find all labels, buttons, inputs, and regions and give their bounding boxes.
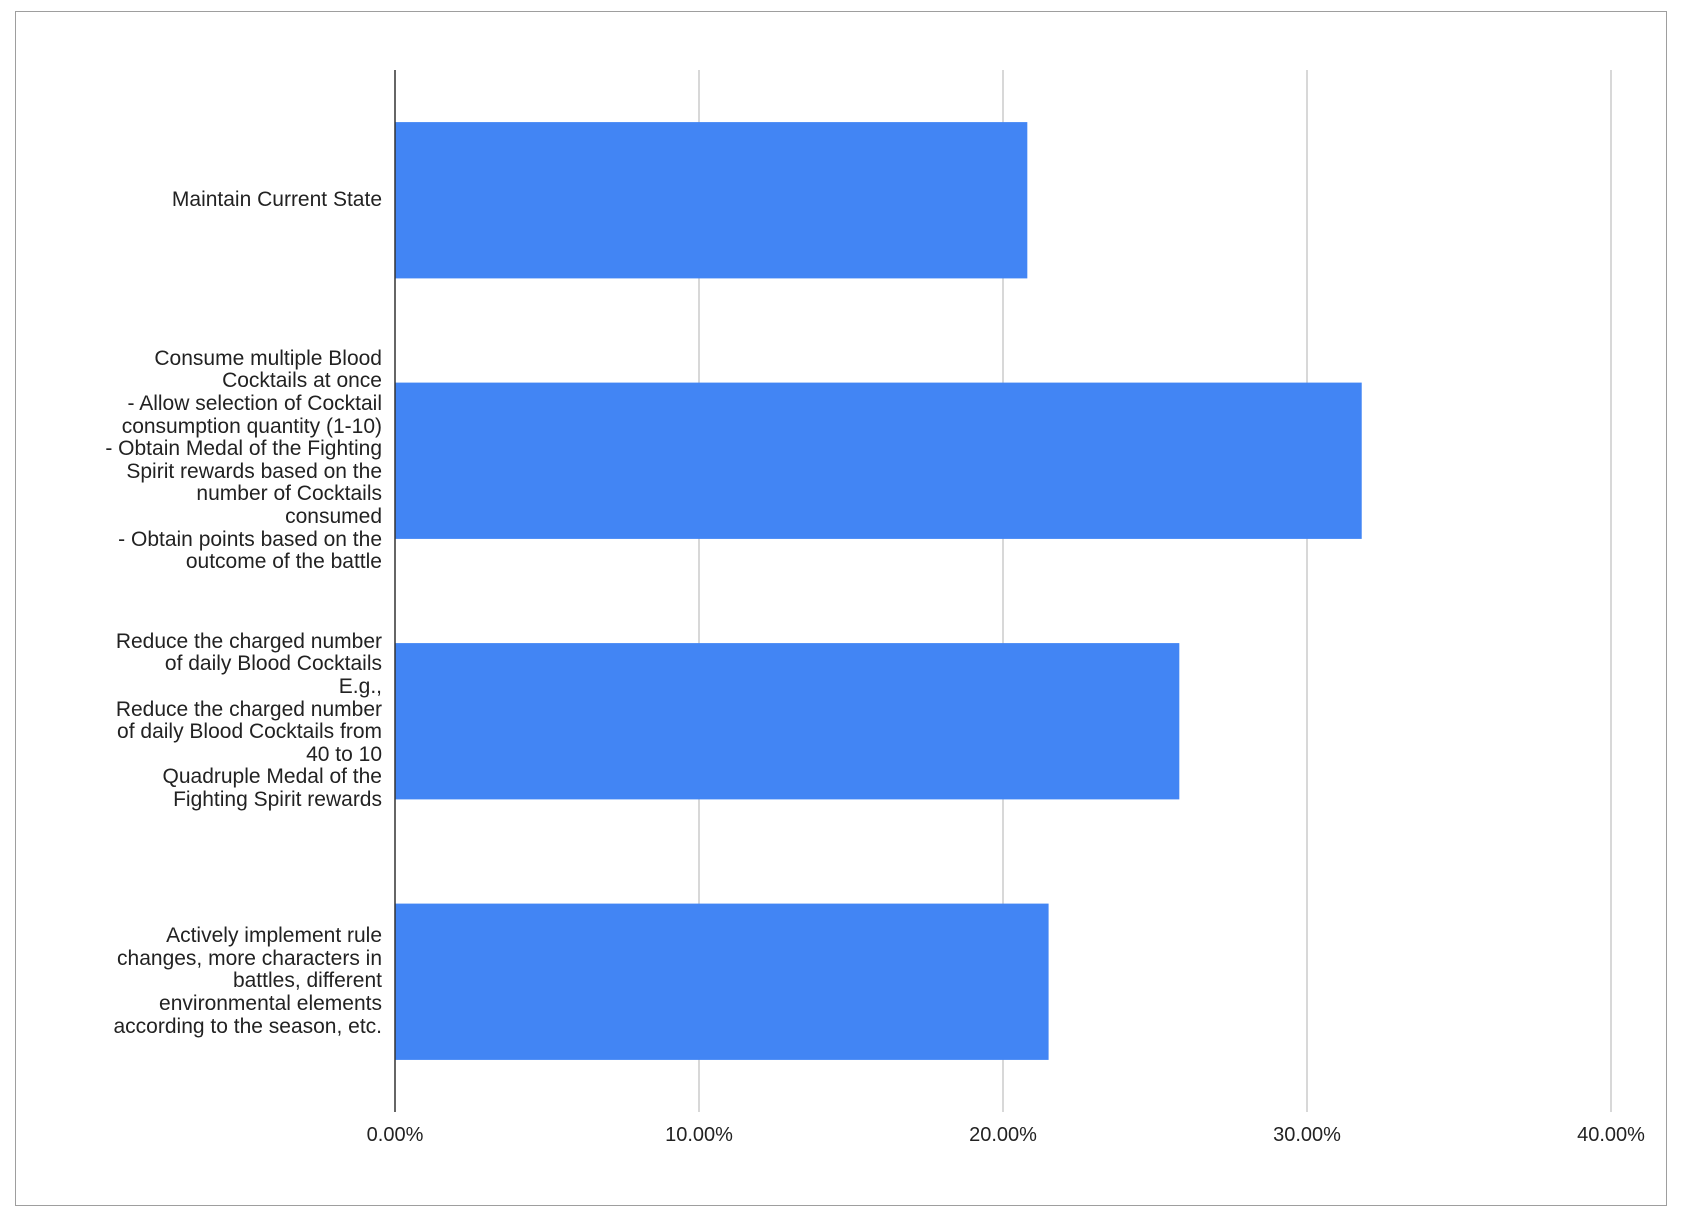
bar [395,382,1362,539]
x-tick-labels: 0.00% 10.00% 20.00% 30.00% 40.00% [367,1124,1645,1146]
x-tick-label: 20.00% [969,1124,1037,1146]
bar [395,643,1180,800]
category-label: Maintain Current State [171,187,382,211]
category-label: Reduce the charged number of daily Blood… [115,629,382,812]
x-tick-label: 40.00% [1577,1124,1645,1146]
x-tick-label: 0.00% [367,1124,424,1146]
category-labels: Maintain Current State Consume multiple B… [0,0,382,1217]
bar [395,903,1049,1060]
x-tick-label: 10.00% [665,1124,733,1146]
category-label: Consume multiple Blood Cocktails at once… [105,346,382,574]
category-label: Actively implement rule changes, more ch… [113,924,383,1038]
bars [395,122,1362,1060]
x-tick-label: 30.00% [1273,1124,1341,1146]
bar [395,122,1028,279]
